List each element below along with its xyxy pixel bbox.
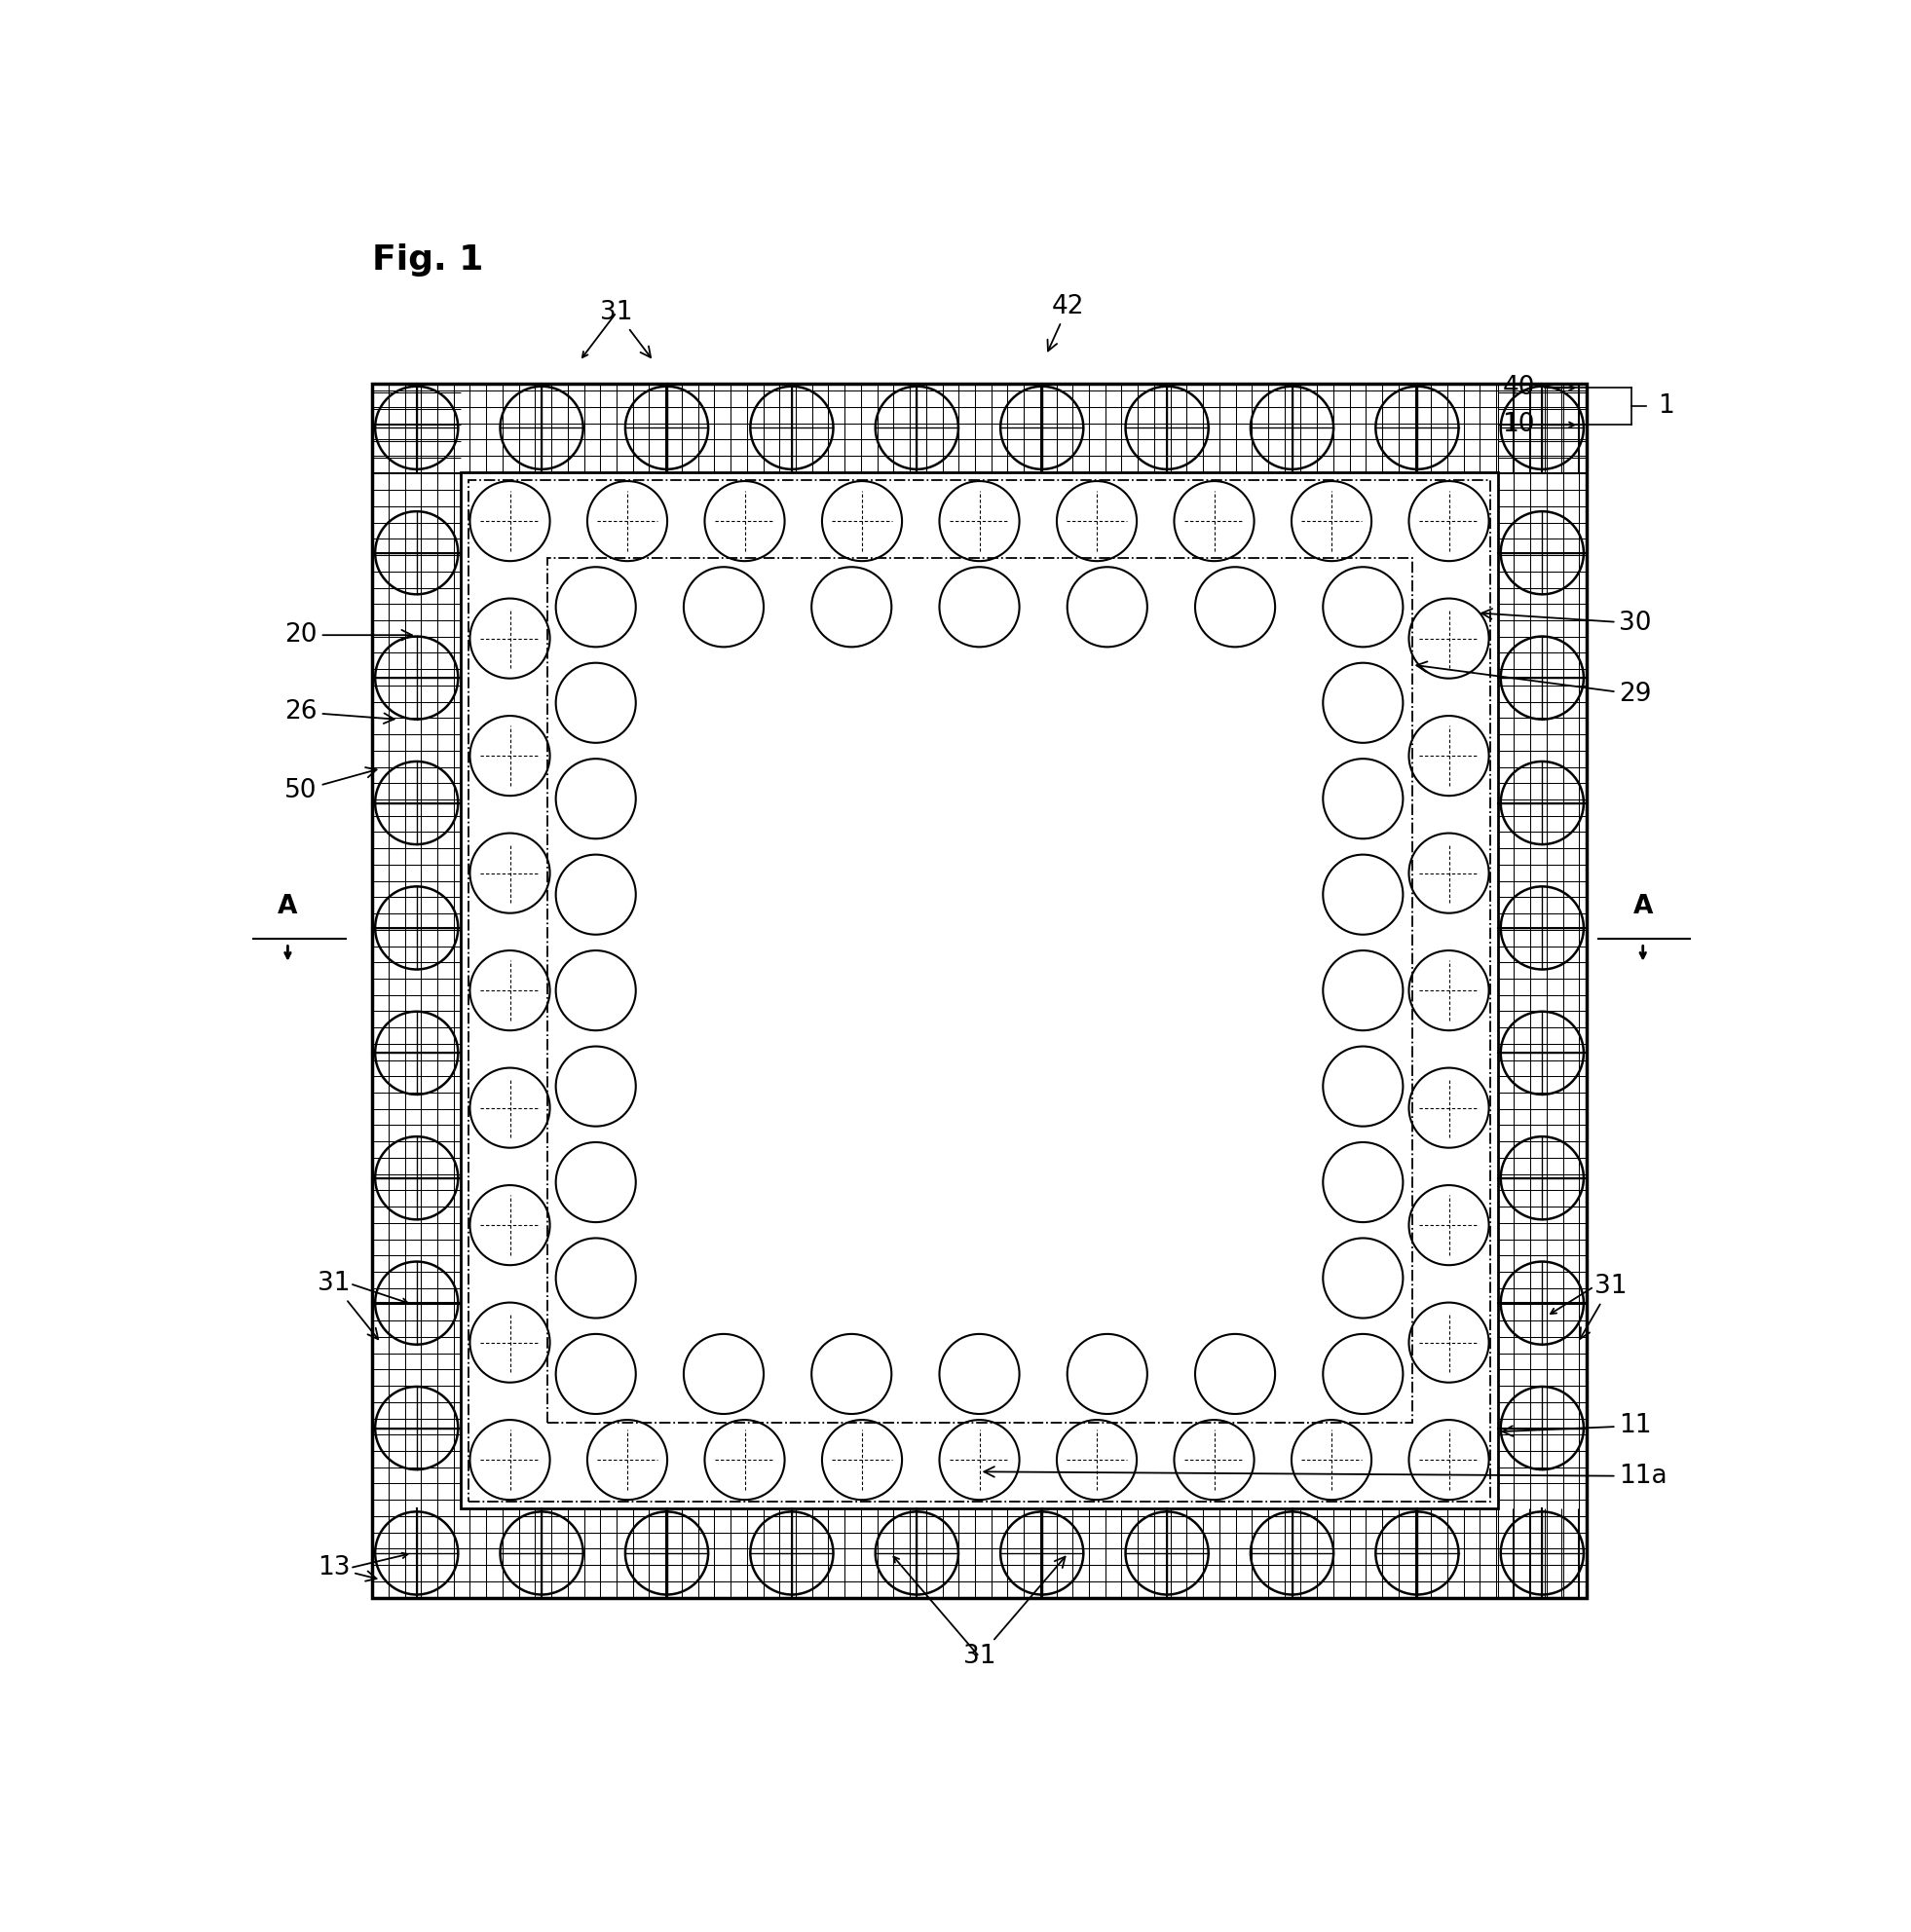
Text: 42: 42 [1047,294,1085,352]
Text: 31: 31 [963,1557,1064,1669]
Bar [468,479,1491,1501]
Text: 10: 10 [1502,412,1535,437]
Text: 31: 31 [317,1271,378,1339]
Text: 20: 20 [285,622,413,647]
Bar [631,641,1328,1341]
Text: 31: 31 [600,299,652,357]
Bar [373,383,1586,1598]
Text: 30: 30 [1481,609,1651,636]
Text: Fig. 1: Fig. 1 [373,243,483,276]
Bar [461,471,1498,1509]
Bar [1498,383,1586,1598]
Bar [373,383,461,1598]
Text: 11: 11 [1502,1412,1651,1439]
Text: A: A [277,895,298,920]
Bar [373,383,1586,471]
Text: 29: 29 [1416,661,1651,707]
Text: 13: 13 [317,1555,376,1580]
Text: 31: 31 [1580,1273,1626,1339]
Text: 40: 40 [1502,375,1535,400]
Text: 11a: 11a [984,1463,1668,1490]
Bar [547,558,1412,1422]
Text: 1: 1 [1657,394,1674,419]
Text: 26: 26 [285,699,394,724]
Bar [373,1509,1586,1598]
Text: A: A [1634,895,1653,920]
Text: 50: 50 [285,767,376,804]
